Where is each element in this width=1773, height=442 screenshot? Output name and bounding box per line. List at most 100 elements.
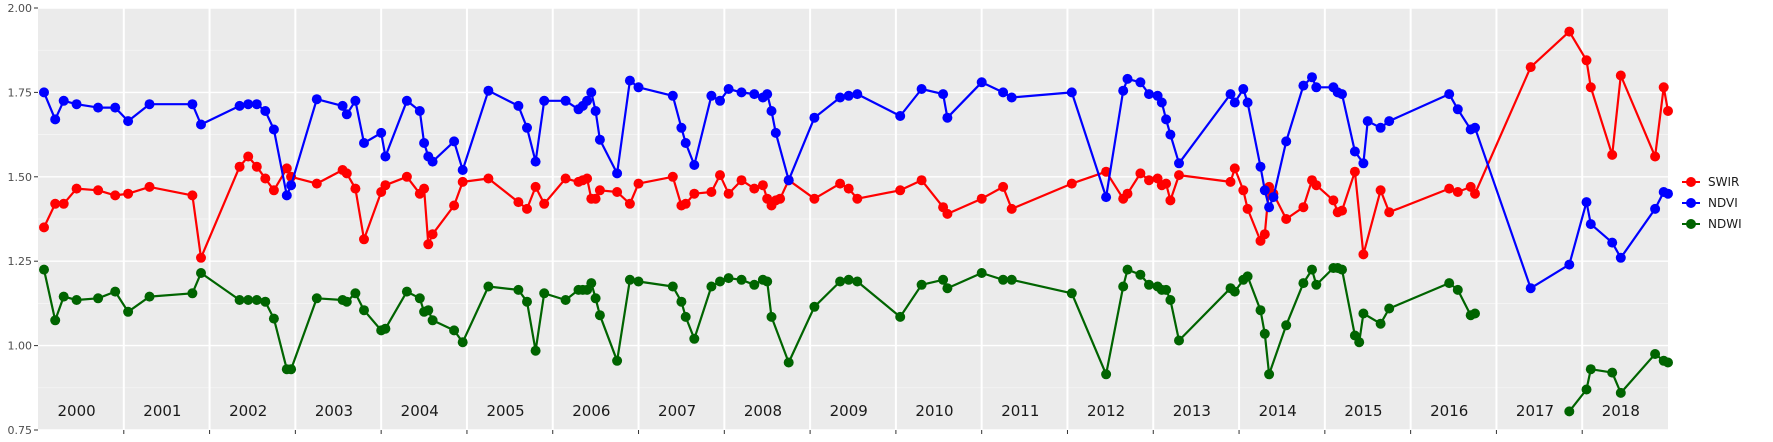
data-point	[736, 175, 747, 186]
data-point	[1607, 237, 1618, 248]
data-point	[998, 181, 1009, 192]
data-point	[1585, 82, 1596, 93]
data-point	[1452, 104, 1463, 115]
y-tick-label: 1.25	[8, 255, 33, 268]
data-point	[1564, 259, 1575, 270]
data-point	[123, 116, 134, 127]
data-point	[414, 106, 425, 116]
data-point	[449, 136, 460, 147]
data-point	[667, 171, 678, 182]
data-point	[513, 284, 524, 295]
data-point	[1663, 106, 1673, 116]
data-point	[1144, 89, 1154, 100]
data-point	[123, 306, 134, 317]
data-point	[723, 84, 734, 94]
data-point	[1452, 284, 1463, 295]
y-tick-label: 0.75	[8, 424, 33, 437]
data-point	[1564, 406, 1575, 417]
legend-key-point	[1686, 219, 1696, 229]
data-point	[1311, 279, 1322, 290]
data-point	[1298, 278, 1309, 289]
data-point	[1337, 264, 1347, 275]
data-point	[337, 100, 348, 111]
data-point	[1452, 187, 1463, 197]
data-point	[1307, 264, 1317, 275]
data-point	[843, 274, 854, 285]
data-point	[1650, 349, 1661, 359]
data-point	[1066, 288, 1077, 299]
data-point	[809, 112, 820, 123]
legend-item: SWIR	[1682, 175, 1739, 189]
data-point	[1470, 122, 1480, 133]
data-point	[633, 276, 644, 287]
data-point	[723, 188, 734, 199]
data-point	[1229, 286, 1240, 297]
data-point	[243, 295, 254, 305]
data-point	[1337, 89, 1347, 100]
year-label: 2014	[1259, 402, 1297, 420]
legend-item: NDWI	[1682, 217, 1742, 231]
data-point	[590, 293, 601, 304]
data-point	[749, 183, 760, 194]
data-point	[71, 295, 82, 305]
data-point	[483, 281, 494, 292]
data-point	[676, 296, 687, 307]
data-point	[1581, 55, 1592, 66]
data-point	[582, 173, 593, 184]
data-point	[586, 87, 597, 98]
data-point	[1165, 195, 1176, 206]
data-point	[680, 198, 691, 209]
data-point	[1122, 188, 1133, 199]
data-point	[706, 187, 717, 197]
data-point	[1375, 185, 1386, 196]
data-point	[770, 127, 781, 138]
data-point	[1384, 116, 1395, 127]
data-point	[624, 198, 635, 209]
data-point	[311, 94, 322, 105]
data-point	[1165, 129, 1176, 140]
data-point	[50, 114, 61, 125]
data-point	[260, 106, 271, 116]
data-point	[1242, 203, 1253, 214]
data-point	[1122, 264, 1133, 275]
data-point	[1607, 367, 1618, 378]
data-point	[852, 89, 863, 100]
legend-label: NDVI	[1708, 196, 1738, 210]
data-point	[1298, 202, 1309, 213]
data-point	[419, 183, 430, 194]
data-point	[612, 187, 623, 197]
data-point	[715, 95, 725, 106]
y-tick-label: 1.00	[8, 340, 33, 353]
data-point	[1135, 168, 1146, 179]
data-point	[380, 180, 391, 191]
data-point	[93, 185, 104, 196]
data-point	[110, 286, 121, 297]
data-point	[1259, 185, 1270, 196]
data-point	[1525, 62, 1536, 73]
data-point	[736, 274, 747, 285]
series-layer	[39, 26, 1673, 417]
data-point	[689, 160, 700, 170]
data-point	[612, 355, 623, 366]
data-point	[1470, 308, 1480, 319]
data-point	[1174, 170, 1184, 181]
data-point	[1663, 188, 1673, 199]
data-point	[93, 102, 104, 113]
data-point	[187, 99, 198, 110]
data-point	[560, 173, 571, 184]
data-point	[401, 171, 412, 182]
data-point	[457, 337, 468, 348]
data-point	[58, 198, 69, 209]
data-point	[1564, 26, 1575, 37]
data-point	[1118, 85, 1129, 96]
data-point	[1358, 158, 1369, 169]
data-point	[1470, 188, 1480, 199]
data-point	[1255, 305, 1266, 316]
data-point	[1281, 320, 1292, 331]
data-point	[1259, 229, 1270, 240]
data-point	[58, 291, 69, 302]
data-point	[775, 193, 786, 204]
data-point	[1225, 176, 1236, 187]
data-point	[187, 190, 198, 201]
data-point	[689, 188, 700, 199]
